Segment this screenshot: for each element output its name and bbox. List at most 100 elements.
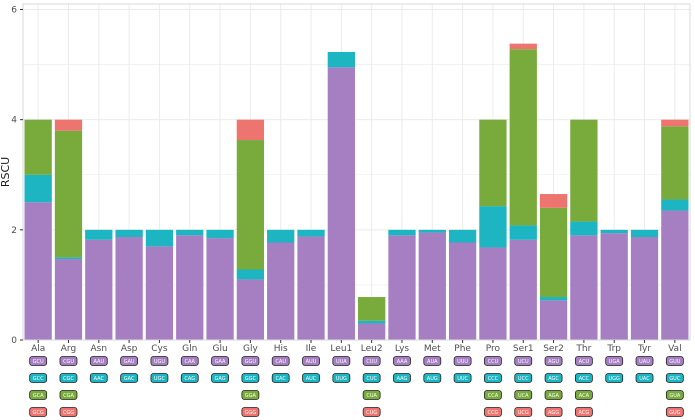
bar-segment-pro-cca [479,119,507,207]
bar-segment-lys-aag [388,229,416,236]
bar-segment-arg-cga [54,130,83,258]
codon-box-background [544,407,563,417]
codon-box-background [423,373,442,383]
codon-box-aau: AAU [89,356,108,366]
codon-box-gcg: GCG [29,407,48,417]
codon-box-background [514,390,533,400]
codon-label: UGC [154,376,166,382]
bars [24,43,689,340]
codon-box-uug: UUG [332,373,351,383]
bar-segment-ser2-agu [539,300,568,340]
codon-box-uuc: UUC [453,373,472,383]
codon-box-ucc: UCC [514,373,533,383]
codon-box-agg: AGG [544,407,563,417]
codon-box-auu: AUU [302,356,320,366]
x-tick-label: Asp [121,344,138,354]
bar-segment-gln-caa [176,235,204,340]
codon-label: CAC [276,376,287,382]
codon-box-background [423,356,442,366]
codon-label: ACU [579,359,590,365]
codon-box-background [332,356,351,366]
codon-box-cau: CAU [271,356,290,366]
codon-label: AUU [306,359,317,365]
codon-box-acg: ACG [574,407,593,417]
codon-label: GUC [669,376,681,382]
codon-label: GGG [245,410,257,416]
codon-label: AUG [427,376,438,382]
codon-label: CAA [185,359,196,365]
bar-segment-cys-ugu [145,246,174,340]
bar-segment-leu2-cua [358,297,386,321]
bar-segment-val-gua [661,126,689,200]
codon-box-background [544,390,563,400]
x-tick-label: Asn [91,344,108,354]
x-axis-ticks: Ala Arg Asn Asp Cys Gln Glu Gly His Ile Leu1 Leu2 Ly… [31,340,682,354]
x-tick-label: Trp [606,344,621,354]
x-tick-label: Ser1 [513,344,534,354]
codon-label: AAC [94,376,105,382]
codon-label: CGA [63,393,74,399]
codon-box-background [484,407,502,417]
codon-label: UAU [639,359,650,365]
bar-segment-ser1-uca [509,49,537,226]
codon-box-background [484,373,502,383]
x-tick-label: Pro [486,344,501,354]
codon-box-uua: UUA [332,356,351,366]
codon-box-aug: AUG [423,373,442,383]
codon-box-background [514,407,533,417]
codon-box-aga: AGA [544,390,563,400]
bar-segment-ile-auc [297,229,325,237]
x-tick-label: Lys [395,344,410,354]
codon-box-ucu: UCU [514,356,533,366]
codon-box-cag: CAG [180,373,199,383]
codon-box-background [150,373,169,383]
bar-segment-gln-cag [176,229,204,236]
y-tick-label: 4 [11,116,17,126]
codon-label: GGU [245,359,257,365]
codon-box-background [362,390,381,400]
codon-box-acc: ACC [574,373,593,383]
codon-box-gac: GAC [120,373,139,383]
codon-label: ACG [579,410,590,416]
codon-box-background [665,373,684,383]
codon-box-ugu: UGU [150,356,169,366]
codon-box-ugg: UGG [605,373,624,383]
codon-label: GCC [33,376,44,382]
codon-label: AGC [548,376,559,382]
codon-box-cuc: CUC [362,373,381,383]
bar-segment-ser1-ucg [509,43,537,50]
codon-box-background [180,356,199,366]
bar-segment-tyr-uau [630,236,659,340]
bar-segment-asn-aac [85,229,113,240]
codon-label: GUG [669,410,681,416]
codon-box-gag: GAG [211,373,229,383]
codon-box-background [484,356,502,366]
codon-label: GAA [215,359,226,365]
codon-box-background [453,373,472,383]
x-tick-label: Ile [306,344,317,354]
codon-label: GGA [245,393,257,399]
codon-box-ggc: GGC [241,373,260,383]
bar-segment-gly-ggc [236,269,265,280]
bar-segment-pro-ccc [479,206,507,248]
bar-segment-his-cac [267,229,295,243]
codon-label: UCC [518,376,529,382]
codon-box-aua: AUA [423,356,442,366]
codon-label: AGA [548,393,559,399]
codon-label: ACA [579,393,590,399]
codon-label: GAG [215,376,226,382]
codon-box-background [544,356,563,366]
codon-box-background [29,356,48,366]
codon-box-aaa: AAA [393,356,411,366]
bar-segment-ile-auu [297,236,325,340]
codon-box-cuu: CUU [362,356,381,366]
codon-label: CCA [488,393,499,399]
bar-segment-glu-gaa [206,238,234,340]
codon-label: CCC [488,376,499,382]
codon-box-gga: GGA [241,390,260,400]
codon-box-background [180,373,199,383]
x-tick-label: Thr [575,344,591,354]
codon-label: UCG [518,410,529,416]
codon-label: AUC [306,376,317,382]
codon-box-cac: CAC [271,373,290,383]
